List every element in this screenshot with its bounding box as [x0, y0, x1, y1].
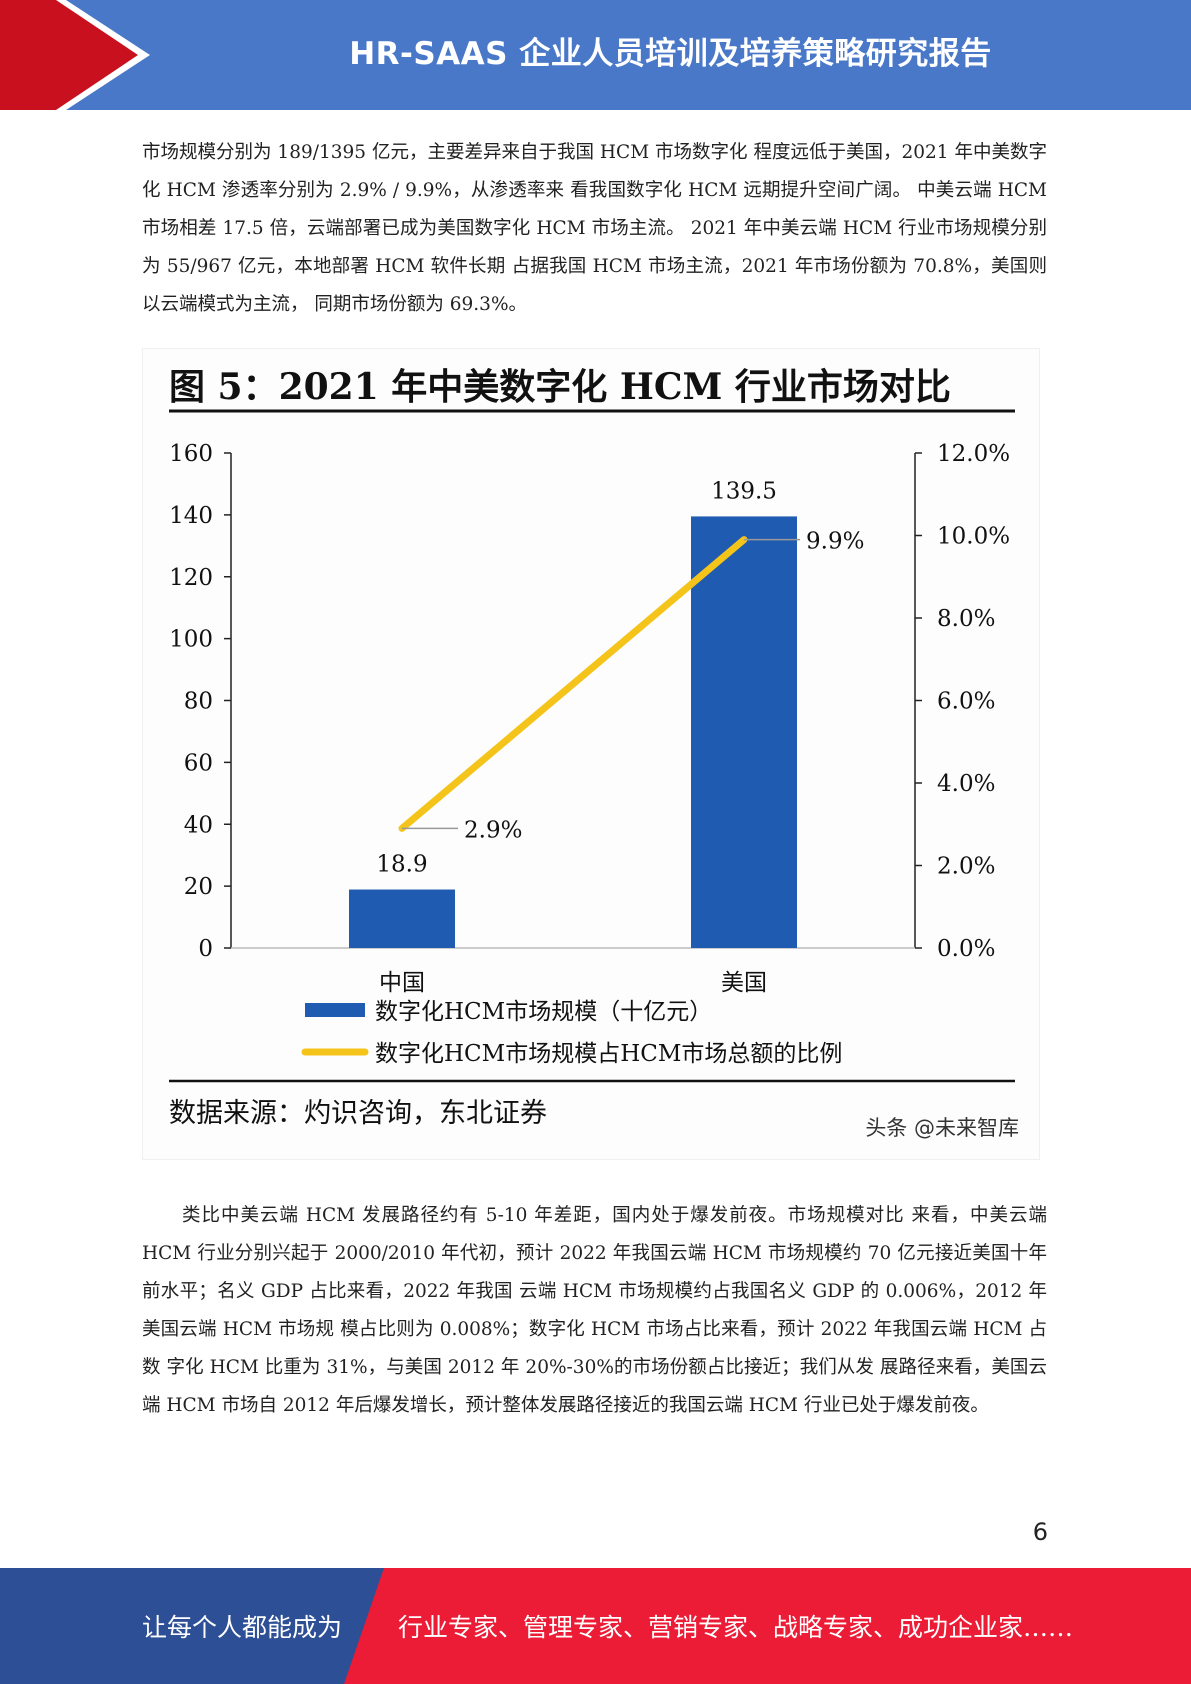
chart: 图 5：2021 年中美数字化 HCM 行业市场对比 0 20 40 60 80 100 1…: [169, 366, 1019, 1140]
line-data-label: 2.9%: [464, 817, 522, 843]
y-tick-label-left: 120: [169, 565, 213, 591]
footer-slogan-right: 行业专家、管理专家、营销专家、战略专家、成功企业家……: [398, 1613, 1074, 1642]
y-tick-label-left: 60: [184, 750, 213, 776]
bar-data-label: 139.5: [711, 478, 777, 504]
y-tick-label-right: 10.0%: [937, 524, 1010, 550]
line-data-label: 9.9%: [806, 529, 864, 555]
bar-0: [349, 889, 455, 948]
plot-area: 0 20 40 60 80 100 120 140 160 0.0% 2.0% 4.0% 6.0% 8.0…: [169, 441, 1010, 1067]
y-tick-label-left: 100: [169, 627, 213, 653]
y-tick-label-right: 12.0%: [937, 441, 1010, 467]
y-tick-label-right: 4.0%: [937, 771, 995, 797]
legend-label-bar: 数字化HCM市场规模（十亿元）: [375, 999, 712, 1025]
x-tick-label: 美国: [721, 970, 767, 996]
figure-source: 数据来源：灼识咨询，东北证券: [169, 1098, 547, 1129]
y-tick-label-right: 2.0%: [937, 854, 995, 880]
page-number: 6: [1032, 1518, 1048, 1546]
header-red-arrow: [0, 0, 150, 110]
page-header-title: HR-SAAS 企业人员培训及培养策略研究报告: [349, 35, 992, 72]
y-tick-label-left: 40: [184, 812, 213, 838]
line-series: [398, 536, 748, 832]
y-tick-label-right: 0.0%: [937, 936, 995, 962]
page-footer: 让每个人都能成为 行业专家、管理专家、营销专家、战略专家、成功企业家……: [0, 1568, 1191, 1684]
y-tick-label-left: 0: [198, 936, 213, 962]
y-tick-label-left: 160: [169, 441, 213, 467]
figure-title: 图 5：2021 年中美数字化 HCM 行业市场对比: [169, 366, 951, 408]
watermark: 头条 @未来智库: [865, 1116, 1019, 1140]
body-paragraph-1: 市场规模分别为 189/1395 亿元，主要差异来自于我国 HCM 市场数字化 …: [142, 142, 1047, 315]
footer-background: [0, 1568, 1191, 1684]
footer-slogan-left: 让每个人都能成为: [142, 1613, 343, 1642]
y-tick-label-left: 80: [184, 689, 213, 715]
y-tick-label-right: 8.0%: [937, 606, 995, 632]
legend-swatch-bar: [305, 1003, 365, 1017]
y-tick-label-left: 140: [169, 503, 213, 529]
y-tick-label-left: 20: [184, 874, 213, 900]
x-tick-label: 中国: [379, 970, 425, 996]
y-tick-label-right: 6.0%: [937, 689, 995, 715]
figure-container: 图 5：2021 年中美数字化 HCM 行业市场对比 0 20 40 60 80 100 1…: [142, 348, 1040, 1160]
body-paragraph-2: 类比中美云端 HCM 发展路径约有 5-10 年差距，国内处于爆发前夜。市场规模…: [142, 1205, 1047, 1416]
page-header: HR-SAAS 企业人员培训及培养策略研究报告: [0, 0, 1191, 110]
bar-data-label: 18.9: [376, 852, 427, 878]
bar-1: [691, 516, 797, 948]
legend-label-line: 数字化HCM市场规模占HCM市场总额的比例: [375, 1041, 842, 1067]
